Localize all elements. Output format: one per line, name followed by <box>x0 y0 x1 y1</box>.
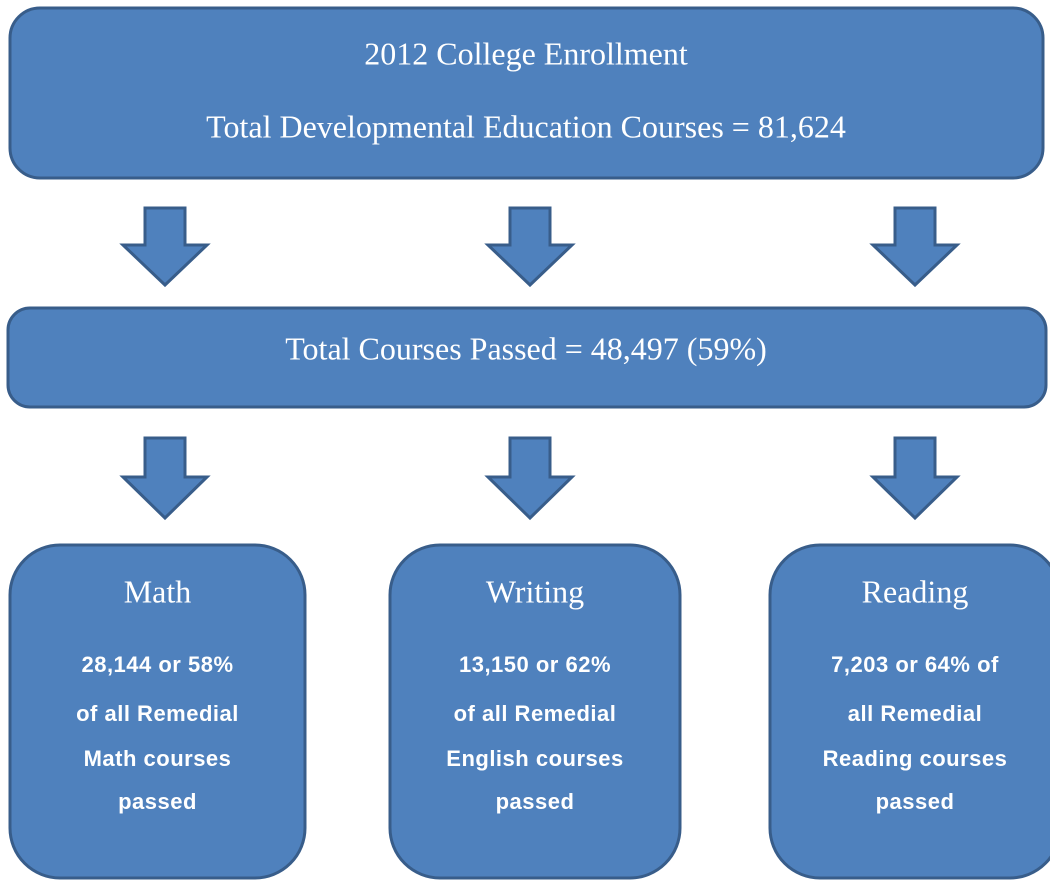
category-line: of all Remedial <box>76 701 239 726</box>
category-box: Reading 7,203 or 64% of all Remedial Readin… <box>768 543 1050 880</box>
category-line: 13,150 or 62% <box>459 652 611 677</box>
arrows-row-2 <box>119 436 961 521</box>
arrows-row-1 <box>119 206 961 288</box>
category-line: Math courses <box>84 746 232 771</box>
category-line: all Remedial <box>848 701 982 726</box>
arrow <box>869 436 961 521</box>
arrow <box>869 206 961 288</box>
category-line: 7,203 or 64% of <box>831 652 999 677</box>
category-box: Math 28,144 or 58% of all Remedial Math cou… <box>8 543 307 880</box>
category-line: English courses <box>446 746 623 771</box>
category-line: of all Remedial <box>454 701 617 726</box>
category-title: Math <box>124 573 192 609</box>
header-total: Total Developmental Education Courses = … <box>206 108 846 144</box>
category-line: 28,144 or 58% <box>81 652 233 677</box>
category-line: passed <box>118 789 197 814</box>
category-box-shape <box>8 543 307 880</box>
category-line: Reading courses <box>823 746 1008 771</box>
arrow <box>484 436 576 521</box>
arrow <box>119 436 211 521</box>
arrow <box>484 206 576 288</box>
category-title: Writing <box>486 573 584 609</box>
category-title: Reading <box>862 573 969 609</box>
summary-text: Total Courses Passed = 48,497 (59%) <box>285 330 767 366</box>
category-box-shape <box>768 543 1050 880</box>
category-line: passed <box>876 789 955 814</box>
header-box <box>8 6 1045 180</box>
category-box: Writing 13,150 or 62% of all Remedial Engli… <box>388 543 682 880</box>
header-title: 2012 College Enrollment <box>364 35 688 71</box>
arrow <box>119 206 211 288</box>
summary-box <box>6 306 1048 409</box>
category-boxes: Math 28,144 or 58% of all Remedial Math cou… <box>8 543 1050 880</box>
category-line: passed <box>496 789 575 814</box>
category-box-shape <box>388 543 682 880</box>
